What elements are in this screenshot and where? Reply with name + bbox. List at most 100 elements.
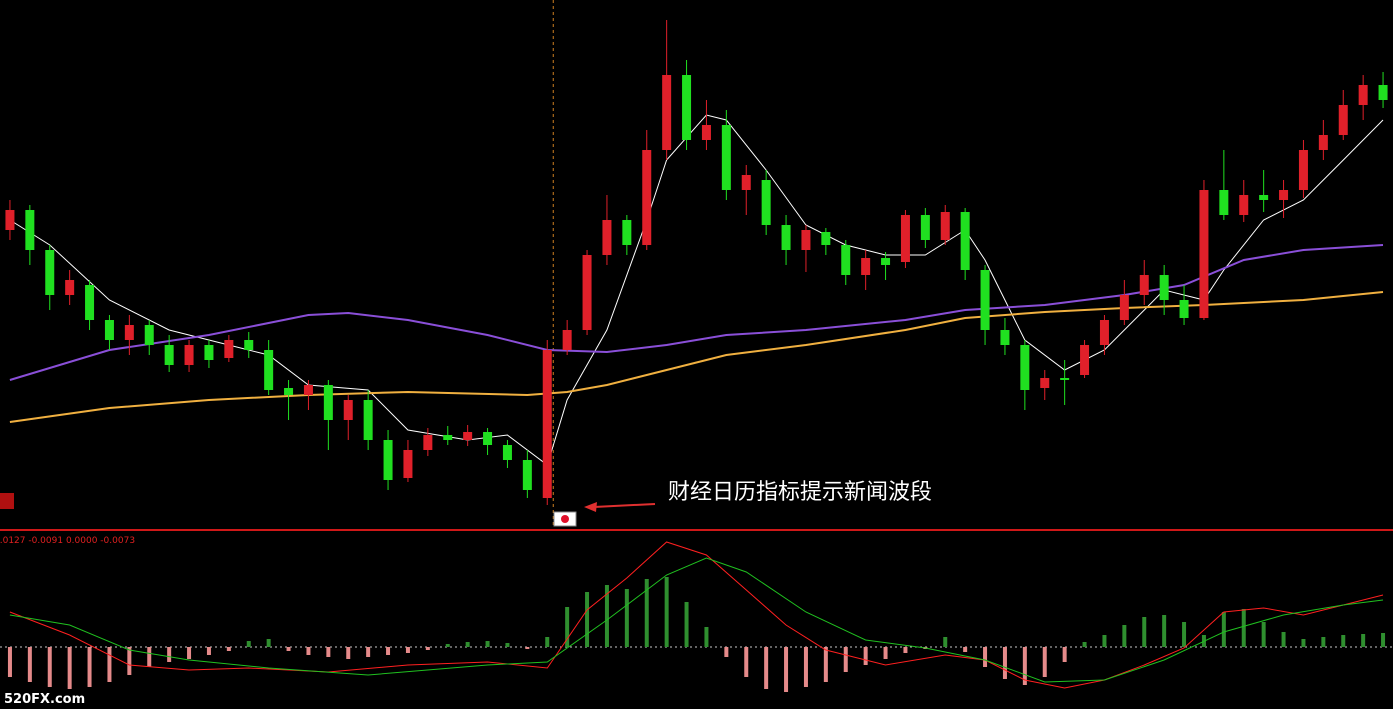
- arrow-shaft: [593, 503, 656, 508]
- candle-body: [1279, 190, 1289, 200]
- macd-bar: [107, 647, 112, 682]
- candle-body: [323, 385, 333, 420]
- candle-body: [682, 75, 692, 140]
- candle-body: [224, 340, 234, 358]
- macd-values: 0.0127 -0.0091 0.0000 -0.0073: [0, 536, 135, 546]
- candle-body: [204, 345, 214, 360]
- candle-body: [5, 210, 15, 230]
- macd-bar: [1022, 647, 1027, 685]
- candle-body: [1358, 85, 1368, 105]
- candle-body: [542, 350, 552, 498]
- candle-body: [45, 250, 55, 295]
- macd-bar: [1122, 625, 1127, 647]
- macd-bar: [624, 589, 629, 647]
- macd-bar: [764, 647, 769, 689]
- annotation: 财经日历指标提示新闻波段: [668, 480, 932, 505]
- candle-body: [801, 230, 811, 250]
- macd-bar: [863, 647, 868, 665]
- candle-body: [1318, 135, 1328, 150]
- macd-bar: [724, 647, 729, 657]
- macd-bar: [127, 647, 132, 675]
- candle-body: [881, 258, 891, 265]
- macd-bar: [1082, 642, 1087, 647]
- candle-body: [562, 330, 572, 350]
- macd-bar: [465, 642, 470, 647]
- candle-body: [184, 345, 194, 365]
- candle-body: [1159, 275, 1169, 300]
- candle-body: [1080, 345, 1090, 375]
- candle-body: [1179, 300, 1189, 318]
- candle-body: [403, 450, 413, 478]
- macd-bar: [803, 647, 808, 687]
- macd-bar: [1241, 609, 1246, 647]
- macd-bar: [405, 647, 410, 653]
- macd-bar: [246, 641, 251, 647]
- candle-body: [980, 270, 990, 330]
- candle-body: [144, 325, 154, 345]
- macd-bar: [704, 627, 709, 647]
- candle-body: [124, 325, 134, 340]
- macd-bar: [1002, 647, 1007, 679]
- candle-body: [264, 350, 274, 390]
- macd-bar: [425, 647, 430, 650]
- arrow-head: [584, 502, 597, 512]
- panel-marker: [0, 493, 14, 509]
- macd-bar: [485, 641, 490, 647]
- price-panel: [5, 0, 1388, 528]
- candle-body: [1020, 345, 1030, 390]
- macd-bar: [1221, 612, 1226, 647]
- macd-bar: [87, 647, 92, 687]
- macd-bar: [1301, 639, 1306, 647]
- candle-body: [781, 225, 791, 250]
- macd-bar: [1361, 634, 1366, 647]
- candle-body: [443, 435, 453, 440]
- candle-body: [463, 432, 473, 440]
- candle-body: [284, 388, 294, 395]
- candle-body: [423, 435, 433, 450]
- macd-bar: [1162, 615, 1167, 647]
- candle-body: [900, 215, 910, 262]
- macd-bar: [286, 647, 291, 651]
- macd-bar: [883, 647, 888, 659]
- macd-bar: [266, 639, 271, 647]
- candle-body: [104, 320, 114, 340]
- macd-bar: [823, 647, 828, 682]
- macd-bar: [386, 647, 391, 655]
- annotation-arrow: [584, 502, 656, 512]
- moving-average: [9, 244, 1384, 381]
- macd-bar: [346, 647, 351, 659]
- macd-bar: [684, 602, 689, 647]
- candle-body: [1040, 378, 1050, 388]
- macd-bar: [744, 647, 749, 677]
- macd-bar: [545, 637, 550, 647]
- macd-bar: [983, 647, 988, 667]
- candle-body: [343, 400, 353, 420]
- candle-body: [821, 232, 831, 245]
- macd-bar: [1062, 647, 1067, 662]
- macd-bar: [565, 607, 570, 647]
- candle-body: [25, 210, 35, 250]
- macd-bar: [1102, 635, 1107, 647]
- macd-bar: [366, 647, 371, 657]
- candle-body: [522, 460, 532, 490]
- candle-body: [920, 215, 930, 240]
- macd-bar: [226, 647, 231, 651]
- candle-body: [1239, 195, 1249, 215]
- macd-bar: [1182, 622, 1187, 647]
- candle-body: [861, 258, 871, 275]
- candle-body: [582, 255, 592, 330]
- candle-body: [1000, 330, 1010, 345]
- flag-dot: [561, 515, 569, 523]
- candle-body: [1219, 190, 1229, 215]
- macd-bar: [943, 637, 948, 647]
- candle-body: [960, 212, 970, 270]
- macd-bar: [644, 579, 649, 647]
- candle-body: [244, 340, 254, 350]
- macd-bar: [167, 647, 172, 662]
- candle-body: [85, 285, 95, 320]
- macd-bar: [525, 647, 530, 649]
- candle-body: [721, 125, 731, 190]
- macd-bar: [1281, 632, 1286, 647]
- macd-bar: [326, 647, 331, 657]
